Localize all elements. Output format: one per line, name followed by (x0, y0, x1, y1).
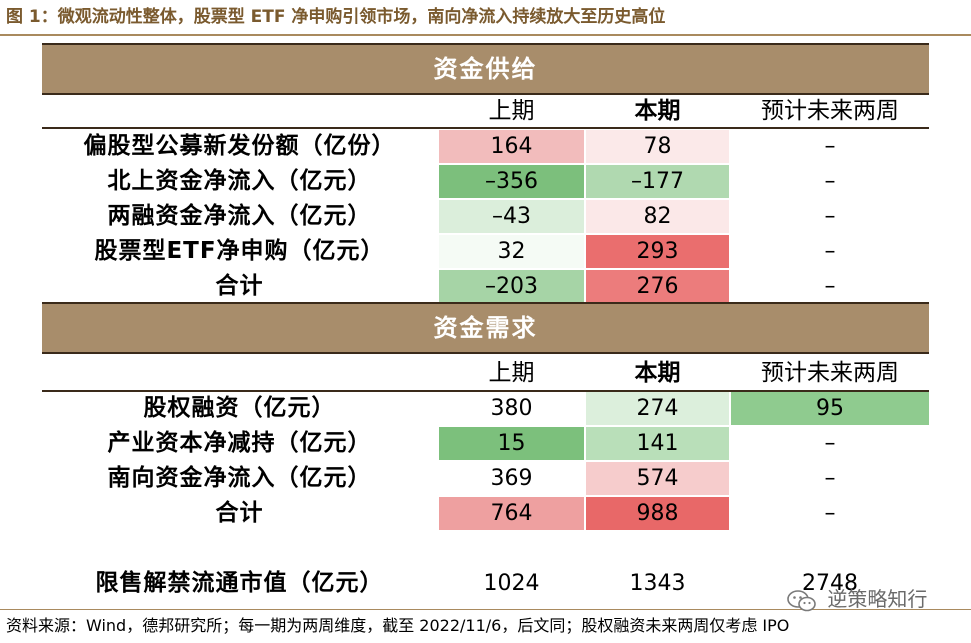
demand-row-curr-value: 574 (586, 462, 729, 495)
demand-row-prev-value: 380 (439, 392, 584, 425)
supply-row-curr-value: 78 (586, 130, 729, 163)
demand-col-prev: 上期 (488, 360, 535, 386)
demand-row-curr-value: 274 (586, 392, 729, 425)
demand-row-curr-value: 141 (586, 427, 729, 460)
supply-band-bottom-line (42, 93, 929, 95)
title-divider (0, 34, 971, 36)
supply-row-prev-value: –356 (439, 165, 584, 198)
demand-section-header: 资金需求 (42, 304, 929, 352)
supply-row-next-value: – (731, 235, 929, 268)
supply-col-prev: 上期 (488, 98, 535, 124)
demand-row-label: 产业资本净减持（亿元） (107, 430, 372, 456)
supply-row-next-value: – (731, 270, 929, 303)
demand-row-prev-value: 15 (439, 427, 584, 460)
demand-header-rule (42, 390, 929, 392)
demand-row-prev-value: 764 (439, 497, 584, 530)
supply-band-top-line (42, 43, 929, 45)
unlock-next-value: 2748 (802, 571, 858, 596)
unlock-curr-value: 1343 (629, 571, 686, 596)
supply-row-label: 北上资金净流入（亿元） (107, 168, 372, 194)
supply-row-prev-value: –203 (439, 270, 584, 303)
supply-row-label: 偏股型公募新发份额（亿份） (83, 133, 396, 159)
demand-col-curr: 本期 (634, 360, 681, 386)
demand-row-label: 南向资金净流入（亿元） (107, 465, 372, 491)
source-note: 资料来源：Wind，德邦研究所；每一期为两周维度，截至 2022/11/6，后文… (6, 616, 790, 635)
supply-row-label: 两融资金净流入（亿元） (107, 203, 372, 229)
supply-row-curr-value: 276 (586, 270, 729, 303)
supply-col-next: 预计未来两周 (761, 98, 899, 124)
watermark: 逆策略知行 (787, 584, 927, 614)
supply-row-label: 合计 (215, 273, 264, 299)
demand-row-next-value: – (731, 427, 929, 460)
supply-row-prev-value: 32 (439, 235, 584, 268)
demand-row-label: 股权融资（亿元） (143, 395, 336, 421)
unlock-row-label: 限售解禁流通市值（亿元） (95, 570, 384, 596)
supply-row-label: 股票型ETF净申购（亿元） (94, 238, 385, 264)
supply-row-prev-value: –43 (439, 200, 584, 233)
figure-title: 图 1：微观流动性整体，股票型 ETF 净申购引领市场，南向净流入持续放大至历史… (6, 7, 666, 27)
supply-row-next-value: – (731, 200, 929, 233)
supply-row-prev-value: 164 (439, 130, 584, 163)
supply-header-rule (42, 127, 929, 129)
source-divider (0, 609, 971, 610)
demand-row-label: 合计 (215, 500, 264, 526)
demand-band-top-line (42, 302, 929, 304)
demand-row-next-value: 95 (731, 392, 929, 425)
demand-col-next: 预计未来两周 (761, 360, 899, 386)
supply-section-header: 资金供给 (42, 45, 929, 93)
supply-row-curr-value: 82 (586, 200, 729, 233)
unlock-prev-value: 1024 (483, 571, 540, 596)
supply-row-curr-value: 293 (586, 235, 729, 268)
supply-col-curr: 本期 (634, 98, 681, 124)
supply-row-curr-value: –177 (586, 165, 729, 198)
demand-row-prev-value: 369 (439, 462, 584, 495)
supply-row-next-value: – (731, 165, 929, 198)
supply-row-next-value: – (731, 130, 929, 163)
wechat-icon (787, 589, 816, 611)
demand-row-next-value: – (731, 497, 929, 530)
watermark-text: 逆策略知行 (827, 587, 928, 611)
demand-row-next-value: – (731, 462, 929, 495)
demand-row-curr-value: 988 (586, 497, 729, 530)
demand-band-bottom-line (42, 352, 929, 354)
